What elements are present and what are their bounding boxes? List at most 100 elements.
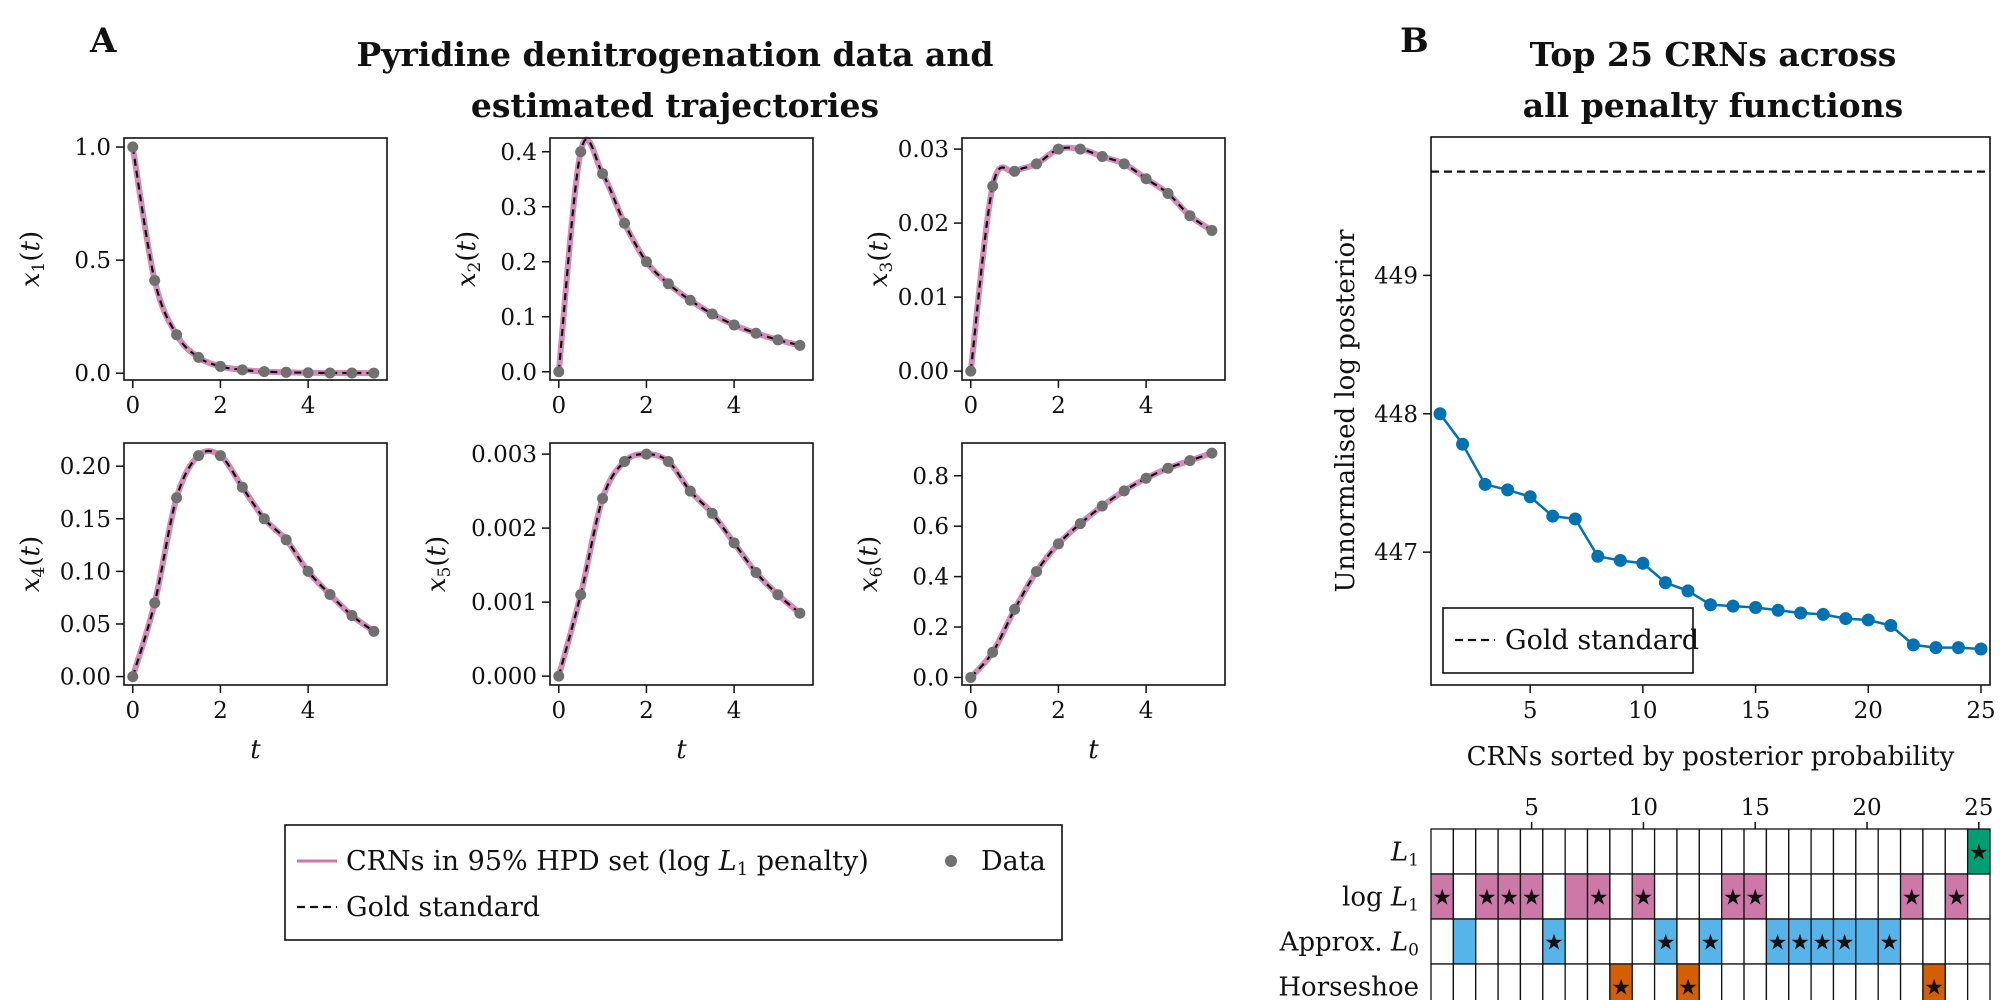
grid-cell xyxy=(1586,963,1611,1000)
grid-cell xyxy=(1966,873,1991,920)
star-icon: ★ xyxy=(1835,931,1855,956)
row-label: Approx. L0 xyxy=(1279,928,1419,961)
grid-cell xyxy=(1452,828,1477,875)
x-tick-label: 4 xyxy=(1139,393,1154,419)
data-point xyxy=(640,256,652,268)
star-icon: ★ xyxy=(1723,886,1743,911)
data-point xyxy=(368,625,380,637)
subplot-x6: 0 2 4 0.0 0.2 0.4 0.6 0.8 x6(t) t xyxy=(854,442,1226,765)
gold-standard-line xyxy=(969,146,1213,372)
grid-cell xyxy=(1810,873,1835,920)
y-axis-label: x2(t) xyxy=(452,231,485,287)
data-point xyxy=(171,329,183,341)
grid-cell xyxy=(1944,963,1969,1000)
y-tick-label: 0.01 xyxy=(898,285,949,311)
grid-cell xyxy=(1564,918,1589,965)
grid-cell xyxy=(1676,828,1700,875)
data-point xyxy=(1184,455,1196,467)
y-tick-label: 0.001 xyxy=(471,590,537,616)
data-point xyxy=(728,319,740,331)
posterior-point xyxy=(1591,549,1605,563)
posterior-point xyxy=(1929,641,1943,655)
x-tick-label: 15 xyxy=(1741,698,1770,724)
x-tick-label: 0 xyxy=(963,393,978,419)
data-point xyxy=(987,646,999,658)
gold-standard-line xyxy=(557,452,801,677)
data-point xyxy=(324,367,336,379)
data-point xyxy=(772,589,784,601)
star-icon: ★ xyxy=(1902,886,1922,911)
grid-cell xyxy=(1922,873,1946,920)
data-point xyxy=(750,567,762,579)
y-tick-label: 0.00 xyxy=(898,359,949,385)
grid-cell xyxy=(1631,963,1656,1000)
y-tick-label: 0.20 xyxy=(60,454,111,480)
y-tick-label: 0.3 xyxy=(500,195,537,221)
x-tick-label: 4 xyxy=(727,698,742,724)
x-axis-label: t xyxy=(1088,735,1099,765)
x-tick-label: 0 xyxy=(125,698,140,724)
grid-cell xyxy=(1676,873,1700,920)
data-point xyxy=(1162,188,1174,200)
axes-frame xyxy=(961,442,1226,686)
grid-cell xyxy=(1609,873,1633,920)
data-point xyxy=(706,507,718,519)
panel-b-title-line-1: Top 25 CRNs across xyxy=(1530,35,1897,74)
data-point xyxy=(597,493,609,505)
grid-cell xyxy=(1855,918,1879,965)
grid-cell xyxy=(1564,963,1589,1000)
grid-cell xyxy=(1810,828,1835,875)
star-icon: ★ xyxy=(1701,931,1721,956)
y-tick-label: 0.0 xyxy=(912,665,949,691)
data-point xyxy=(662,456,674,468)
grid-cell xyxy=(1564,828,1589,875)
data-point xyxy=(127,671,139,683)
y-axis-label: x3(t) xyxy=(864,231,897,287)
data-point xyxy=(280,534,292,546)
x-tick-label: 0 xyxy=(551,393,566,419)
grid-cell xyxy=(1899,828,1924,875)
star-icon: ★ xyxy=(1924,976,1944,1000)
y-tick-label: 0.02 xyxy=(898,211,949,237)
grid-cell xyxy=(1475,828,1499,875)
data-point xyxy=(1184,210,1196,222)
posterior-point xyxy=(1974,642,1988,656)
data-point xyxy=(149,597,161,609)
data-point xyxy=(258,513,270,525)
star-icon: ★ xyxy=(1768,931,1788,956)
subplot-x5: 0 2 4 0.000 0.001 0.002 0.003 x5(t) t xyxy=(422,442,814,765)
grid-cell xyxy=(1877,828,1902,875)
panel-a-title-line-2: estimated trajectories xyxy=(471,86,879,125)
data-point xyxy=(1096,151,1108,163)
grid-top-tick-label: 10 xyxy=(1629,795,1658,821)
grid-cell xyxy=(1430,918,1455,965)
x-tick-label: 0 xyxy=(963,698,978,724)
legend-gold-label: Gold standard xyxy=(1505,625,1699,656)
grid-cell xyxy=(1452,918,1477,965)
data-point xyxy=(1206,225,1218,237)
grid-cell xyxy=(1721,828,1745,875)
y-tick-label: 0.03 xyxy=(898,137,949,163)
grid-top-tick-label: 25 xyxy=(1964,795,1993,821)
subplot-x4: 0 2 4 0.00 0.05 0.10 0.15 0.20 x4(t) t xyxy=(16,442,388,765)
star-icon: ★ xyxy=(1745,886,1765,911)
data-point xyxy=(1206,447,1218,459)
axes-frame xyxy=(549,442,814,686)
y-tick-label: 0.8 xyxy=(912,464,949,490)
subplot-x3: 0 2 4 0.00 0.01 0.02 0.03 x3(t) xyxy=(864,137,1226,419)
star-icon: ★ xyxy=(1678,976,1698,1000)
posterior-point xyxy=(1839,612,1853,626)
grid-cell xyxy=(1765,963,1790,1000)
grid-cell xyxy=(1497,828,1522,875)
x-tick-label: 2 xyxy=(639,698,654,724)
data-point xyxy=(553,366,565,378)
data-point xyxy=(662,278,674,290)
x-tick-label: 5 xyxy=(1523,698,1538,724)
grid-cell xyxy=(1698,963,1723,1000)
data-point xyxy=(684,294,696,306)
posterior-point xyxy=(1546,509,1560,523)
data-point xyxy=(324,589,336,601)
data-point xyxy=(640,448,652,460)
star-icon: ★ xyxy=(1522,886,1542,911)
data-point xyxy=(302,565,314,577)
